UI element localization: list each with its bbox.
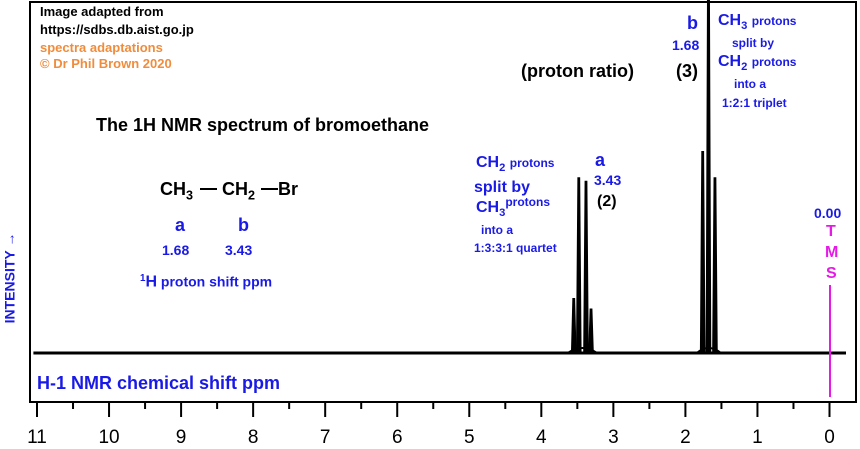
peak-a-desc-2: split by xyxy=(474,179,531,196)
molecule-shift-a: 1.68 xyxy=(162,242,190,258)
x-tick-label: 9 xyxy=(176,427,187,448)
credit-line-3: spectra adaptations xyxy=(40,40,163,55)
tms-shift: 0.00 xyxy=(814,205,842,221)
peak-b-desc-3: CH2 protons xyxy=(718,53,797,74)
peak-base-b xyxy=(696,347,722,354)
peak-a-shift: 3.43 xyxy=(594,172,622,188)
peak-a-desc-5: 1:3:3:1 quartet xyxy=(474,241,557,255)
plot-frame xyxy=(29,1,857,403)
tms-letter-s: S xyxy=(826,265,837,282)
spectrum-peaks xyxy=(567,0,722,354)
x-tick-label: 3 xyxy=(608,427,619,448)
peak-b-desc-5: 1:2:1 triplet xyxy=(722,96,787,110)
y-axis-arrow-icon: → xyxy=(1,232,18,247)
molecule-label-a: a xyxy=(175,215,186,235)
peak-line-a xyxy=(570,297,577,354)
x-tick-label: 0 xyxy=(824,427,835,448)
x-tick-label: 11 xyxy=(27,427,47,448)
peak-line-b xyxy=(705,0,712,354)
x-axis-ticks xyxy=(36,402,831,417)
x-tick-label: 2 xyxy=(680,427,691,448)
bond-2 xyxy=(261,188,278,190)
peak-b-letter: b xyxy=(687,13,698,33)
credit-line-4: © Dr Phil Brown 2020 xyxy=(40,56,172,71)
peak-line-a xyxy=(575,177,582,354)
x-tick-label: 8 xyxy=(248,427,259,448)
bond-1 xyxy=(200,188,217,190)
peak-a-ratio: (2) xyxy=(597,193,617,210)
x-tick-label: 6 xyxy=(392,427,403,448)
peak-a-desc-3: CH3protons xyxy=(476,195,551,220)
proton-ratio-label: (proton ratio) xyxy=(521,61,634,81)
peak-line-b xyxy=(699,150,706,354)
peak-base-a xyxy=(567,347,598,354)
x-axis-label: H-1 NMR chemical shift ppm xyxy=(37,373,281,393)
molecule-shift-b: 3.43 xyxy=(225,242,253,258)
x-tick-label: 4 xyxy=(536,427,547,448)
x-tick-label: 1 xyxy=(752,427,763,448)
peak-a-letter: a xyxy=(595,150,606,170)
shift-caption: 1H proton shift ppm xyxy=(140,273,273,291)
peak-line-b xyxy=(712,177,718,354)
x-tick-label: 10 xyxy=(98,427,119,448)
x-tick-label: 7 xyxy=(320,427,331,448)
molecule-label-b: b xyxy=(238,215,249,235)
peak-b-ratio: (3) xyxy=(676,61,698,81)
peak-line-a xyxy=(583,180,589,354)
molecule-br: Br xyxy=(278,179,299,199)
credit-line-1: Image adapted from xyxy=(40,4,164,19)
x-axis-tick-labels: 11 10 9 8 7 6 5 4 3 2 1 0 xyxy=(27,427,835,448)
peak-line-a xyxy=(588,308,594,354)
credit-line-2: https://sdbs.db.aist.go.jp xyxy=(40,22,194,37)
peak-b-desc-2: split by xyxy=(732,36,775,50)
molecule-ch3: CH3 xyxy=(160,179,194,203)
tms-letter-t: T xyxy=(826,223,836,240)
chart-title: The 1H NMR spectrum of bromoethane xyxy=(96,115,430,135)
peak-b-desc-4: into a xyxy=(734,77,766,91)
y-axis-label: INTENSITY → xyxy=(1,232,18,324)
peak-a-desc-1: CH2 protons xyxy=(476,154,555,175)
tms-letter-m: M xyxy=(825,244,839,261)
peak-a-desc-4: into a xyxy=(481,223,513,237)
x-tick-label: 5 xyxy=(464,427,475,448)
peak-b-desc-1: CH3 protons xyxy=(718,12,797,33)
molecule-ch2: CH2 xyxy=(222,179,256,203)
peak-b-shift: 1.68 xyxy=(672,37,700,53)
